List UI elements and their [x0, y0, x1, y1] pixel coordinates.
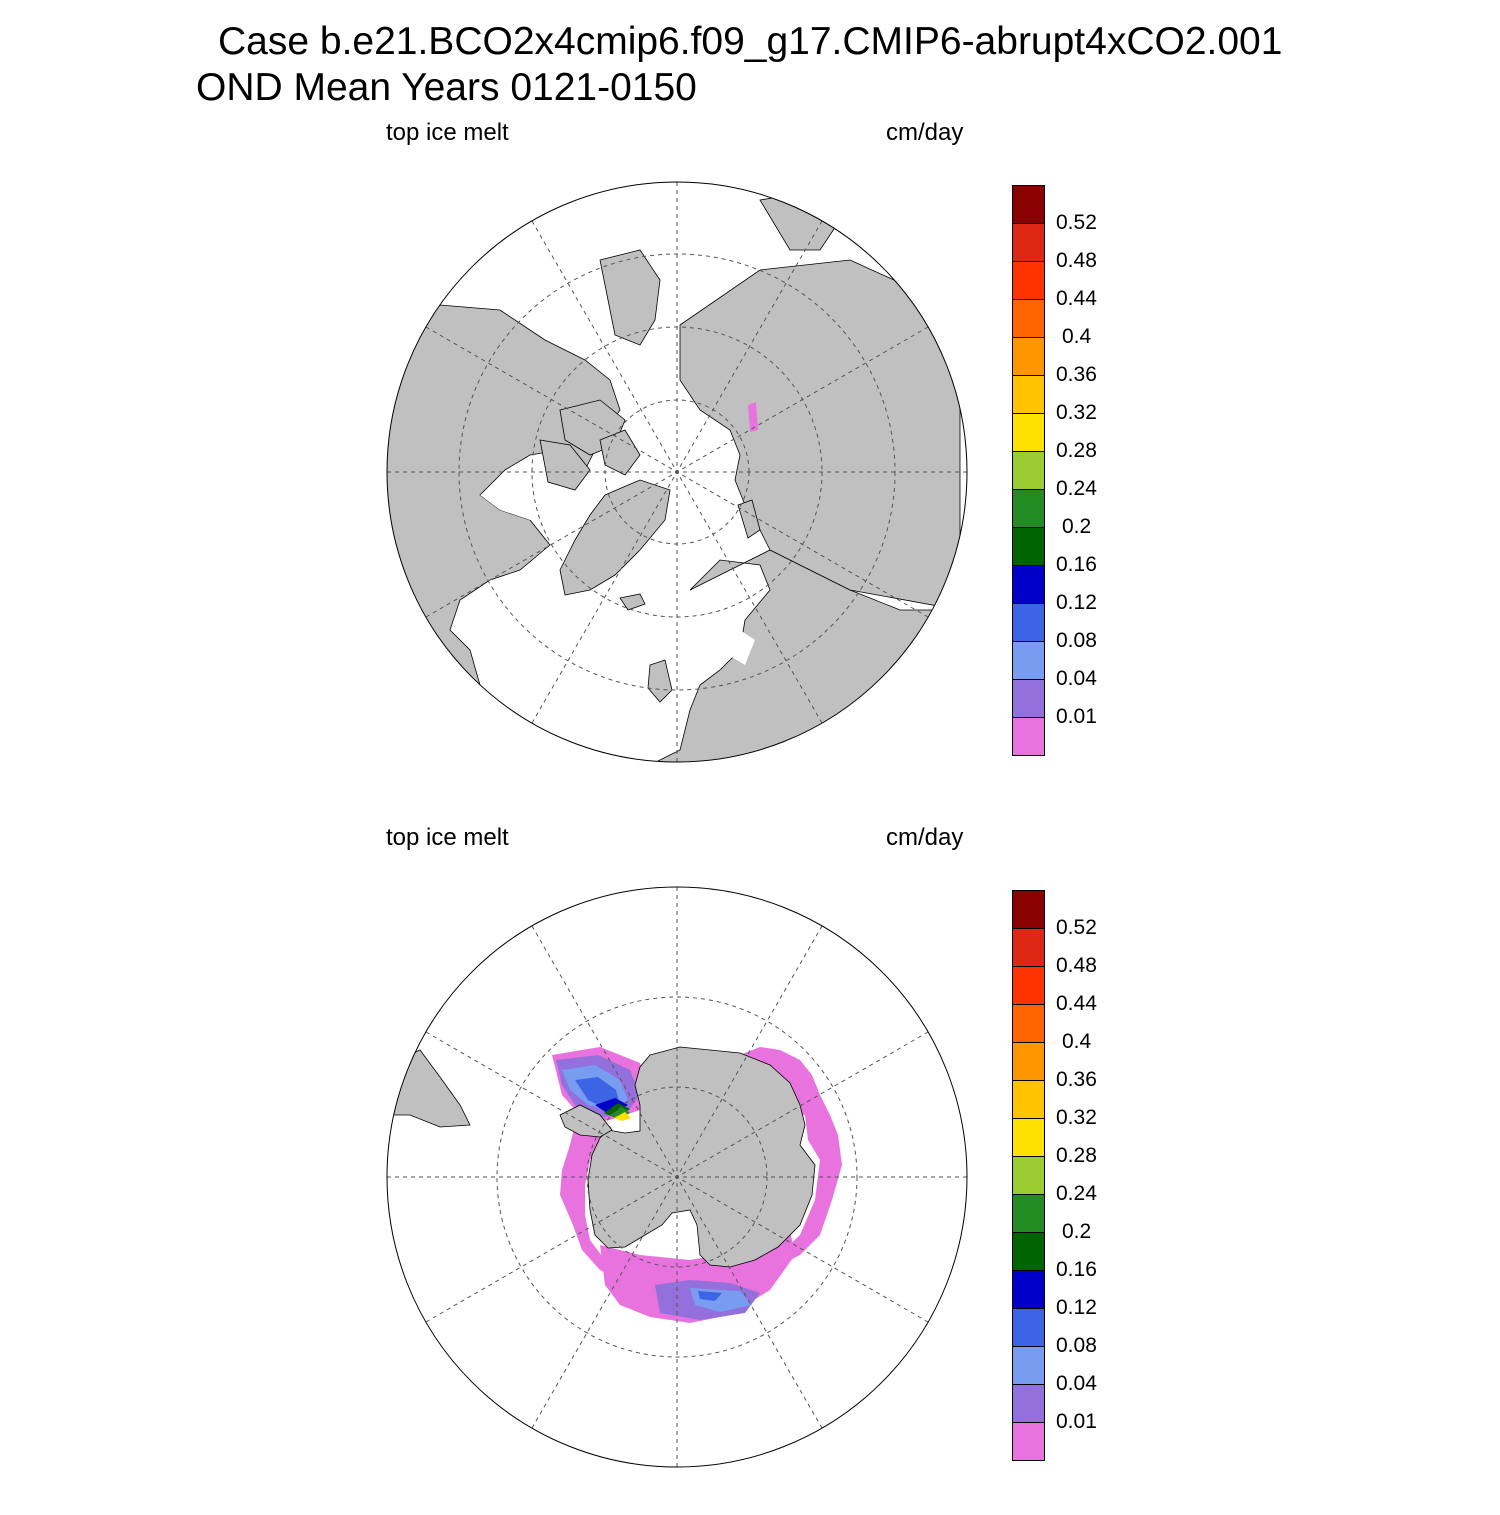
colorbar-swatch — [1012, 1232, 1045, 1271]
panel-units-label: cm/day — [886, 119, 964, 146]
colorbar-label: 0.28 — [1056, 1144, 1097, 1167]
colorbar-swatch — [1012, 565, 1045, 604]
north-polar-panel: top ice melt cm/day — [0, 110, 1500, 810]
colorbar-label: 0.2 — [1062, 515, 1092, 538]
north-polar-map — [386, 181, 968, 763]
land-greenland — [559, 479, 671, 596]
colorbar-label: 0.44 — [1056, 992, 1097, 1015]
colorbar-swatch — [1012, 1156, 1045, 1195]
hudson-bay — [480, 480, 548, 520]
colorbar-swatch — [1012, 966, 1045, 1005]
colorbar-swatch — [1012, 185, 1045, 224]
colorbar-label: 0.01 — [1056, 1410, 1097, 1433]
colorbar-label: 0.52 — [1056, 211, 1097, 234]
colorbar-label: 0.08 — [1056, 1334, 1097, 1357]
title-line-1: Case b.e21.BCO2x4cmip6.f09_g17.CMIP6-abr… — [218, 20, 1283, 63]
colorbar-swatch — [1012, 928, 1045, 967]
land-novaya-zemlya — [737, 499, 761, 539]
colorbar-label: 0.01 — [1056, 705, 1097, 728]
south-polar-panel: top ice melt cm/day — [0, 815, 1500, 1515]
colorbar-swatch — [1012, 1384, 1045, 1423]
colorbar-label: 0.28 — [1056, 439, 1097, 462]
colorbar-label: 0.4 — [1062, 325, 1092, 348]
colorbar-swatch — [1012, 603, 1045, 642]
colorbar-swatch — [1012, 1270, 1045, 1309]
colorbar-label: 0.52 — [1056, 916, 1097, 939]
colorbar-swatch — [1012, 413, 1045, 452]
colorbar-label: 0.32 — [1056, 1106, 1097, 1129]
colorbar-swatch — [1012, 1308, 1045, 1347]
colorbar-swatch — [1012, 1346, 1045, 1385]
map-border — [386, 181, 968, 763]
land-antarctic-peninsula — [559, 1104, 613, 1138]
colorbar-swatch — [1012, 223, 1045, 262]
colorbar-label: 0.16 — [1056, 1258, 1097, 1281]
colorbar: 0.01 0.04 0.08 0.12 0.16 0.2 0.24 0.28 0.32 0.36 0… — [1010, 890, 1150, 1465]
colorbar-label: 0.04 — [1056, 667, 1097, 690]
colorbar-label: 0.12 — [1056, 591, 1097, 614]
colorbar-label: 0.36 — [1056, 363, 1097, 386]
colorbar-label: 0.16 — [1056, 553, 1097, 576]
colorbar-swatch — [1012, 1194, 1045, 1233]
colorbar-label: 0.12 — [1056, 1296, 1097, 1319]
colorbar: 0.01 0.04 0.08 0.12 0.16 0.2 0.24 0.28 0.32 0.36 0… — [1010, 185, 1150, 760]
colorbar-swatch — [1012, 375, 1045, 414]
south-polar-map — [386, 886, 968, 1468]
map-border — [386, 886, 968, 1468]
colorbar-label: 0.08 — [1056, 629, 1097, 652]
panel-left-label: top ice melt — [386, 119, 509, 146]
colorbar-swatch — [1012, 527, 1045, 566]
title-line-2: OND Mean Years 0121-0150 — [196, 66, 697, 109]
colorbar-swatch — [1012, 1042, 1045, 1081]
colorbar-swatch — [1012, 451, 1045, 490]
colorbar-swatch — [1012, 489, 1045, 528]
colorbar-swatch — [1012, 1422, 1045, 1461]
colorbar-label: 0.44 — [1056, 287, 1097, 310]
panel-left-label: top ice melt — [386, 824, 509, 851]
graticule — [387, 182, 967, 762]
melt-weddell-yellow — [614, 1112, 631, 1121]
panel-units-label: cm/day — [886, 824, 964, 851]
colorbar-swatch — [1012, 1080, 1045, 1119]
land-alaska — [599, 249, 661, 346]
melt-ross-sea-blue — [698, 1291, 722, 1301]
colorbar-swatch — [1012, 261, 1045, 300]
graticule — [387, 887, 967, 1467]
colorbar-swatch — [1012, 299, 1045, 338]
colorbar-label: 0.24 — [1056, 477, 1097, 500]
land-ellesmere-island — [599, 429, 641, 476]
colorbar-swatch — [1012, 337, 1045, 376]
land-iceland — [619, 593, 646, 611]
land-baffin-island — [539, 439, 591, 491]
colorbar-label: 0.36 — [1056, 1068, 1097, 1091]
colorbar-swatch — [1012, 1118, 1045, 1157]
colorbar-swatch — [1012, 717, 1045, 756]
colorbar-label: 0.32 — [1056, 401, 1097, 424]
colorbar-swatch — [1012, 679, 1045, 718]
melt-region-arctic — [748, 402, 758, 432]
land-british-isles — [647, 659, 673, 703]
colorbar-label: 0.48 — [1056, 249, 1097, 272]
colorbar-label: 0.4 — [1062, 1030, 1092, 1053]
colorbar-swatch — [1012, 641, 1045, 680]
colorbar-swatch — [1012, 890, 1045, 929]
melt-weddell-dark-blue — [595, 1098, 628, 1115]
colorbar-label: 0.48 — [1056, 954, 1097, 977]
colorbar-swatch — [1012, 1004, 1045, 1043]
colorbar-label: 0.04 — [1056, 1372, 1097, 1395]
colorbar-label: 0.24 — [1056, 1182, 1097, 1205]
colorbar-label: 0.2 — [1062, 1220, 1092, 1243]
baltic-sea — [720, 630, 755, 665]
